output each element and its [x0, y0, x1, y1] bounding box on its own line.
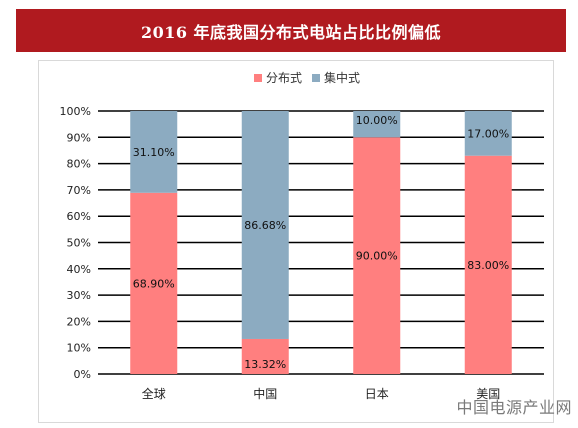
bar-1-1	[130, 192, 178, 374]
data-label: 86.68%	[244, 219, 286, 232]
legend-swatch-2	[312, 74, 320, 82]
y-tick-label: 50%	[67, 237, 91, 250]
y-tick-label: 70%	[67, 184, 91, 197]
bar-1-4	[464, 155, 512, 374]
y-tick-label: 30%	[67, 289, 91, 302]
y-tick-label: 90%	[67, 131, 91, 144]
bar-2-1	[130, 111, 178, 193]
data-label: 13.32%	[244, 358, 286, 371]
data-label: 83.00%	[467, 259, 509, 272]
chart-panel: 分布式 集中式 0% 10% 20% 30% 40% 50% 60% 70% 80% 90% 100% 6…	[38, 60, 554, 423]
bar-2-2	[241, 111, 289, 339]
y-tick-label: 80%	[67, 158, 91, 171]
watermark: 中国电源产业网	[456, 398, 572, 417]
y-tick-label: 10%	[67, 342, 91, 355]
y-tick-label: 100%	[60, 105, 91, 118]
data-label: 17.00%	[467, 127, 509, 140]
y-tick-label: 40%	[67, 263, 91, 276]
legend-swatch-1	[254, 74, 262, 82]
legend-label-2: 集中式	[324, 70, 360, 85]
data-label: 10.00%	[356, 114, 398, 127]
data-label: 90.00%	[356, 250, 398, 263]
data-label: 68.90%	[133, 277, 175, 290]
y-tick-label: 0%	[74, 368, 91, 381]
x-tick-label: 全球	[142, 386, 166, 401]
x-tick-label: 美国	[476, 387, 500, 401]
x-tick-label: 中国	[253, 386, 277, 401]
bar-2-3	[353, 111, 401, 138]
bar-1-3	[353, 137, 401, 374]
y-tick-label: 20%	[67, 315, 91, 328]
stacked-bar-chart: 分布式 集中式 0% 10% 20% 30% 40% 50% 60% 70% 80% 90% 100% 6…	[60, 70, 544, 401]
y-tick-label: 60%	[67, 210, 91, 223]
legend-label-1: 分布式	[266, 71, 302, 85]
chart-title-bar: 2016 年底我国分布式电站占比比例偏低	[16, 9, 566, 52]
data-label: 31.10%	[133, 146, 175, 159]
chart-title: 2016 年底我国分布式电站占比比例偏低	[140, 22, 442, 42]
bar-1-2	[241, 338, 289, 374]
bar-2-4	[464, 111, 512, 156]
x-tick-label: 日本	[365, 387, 389, 401]
